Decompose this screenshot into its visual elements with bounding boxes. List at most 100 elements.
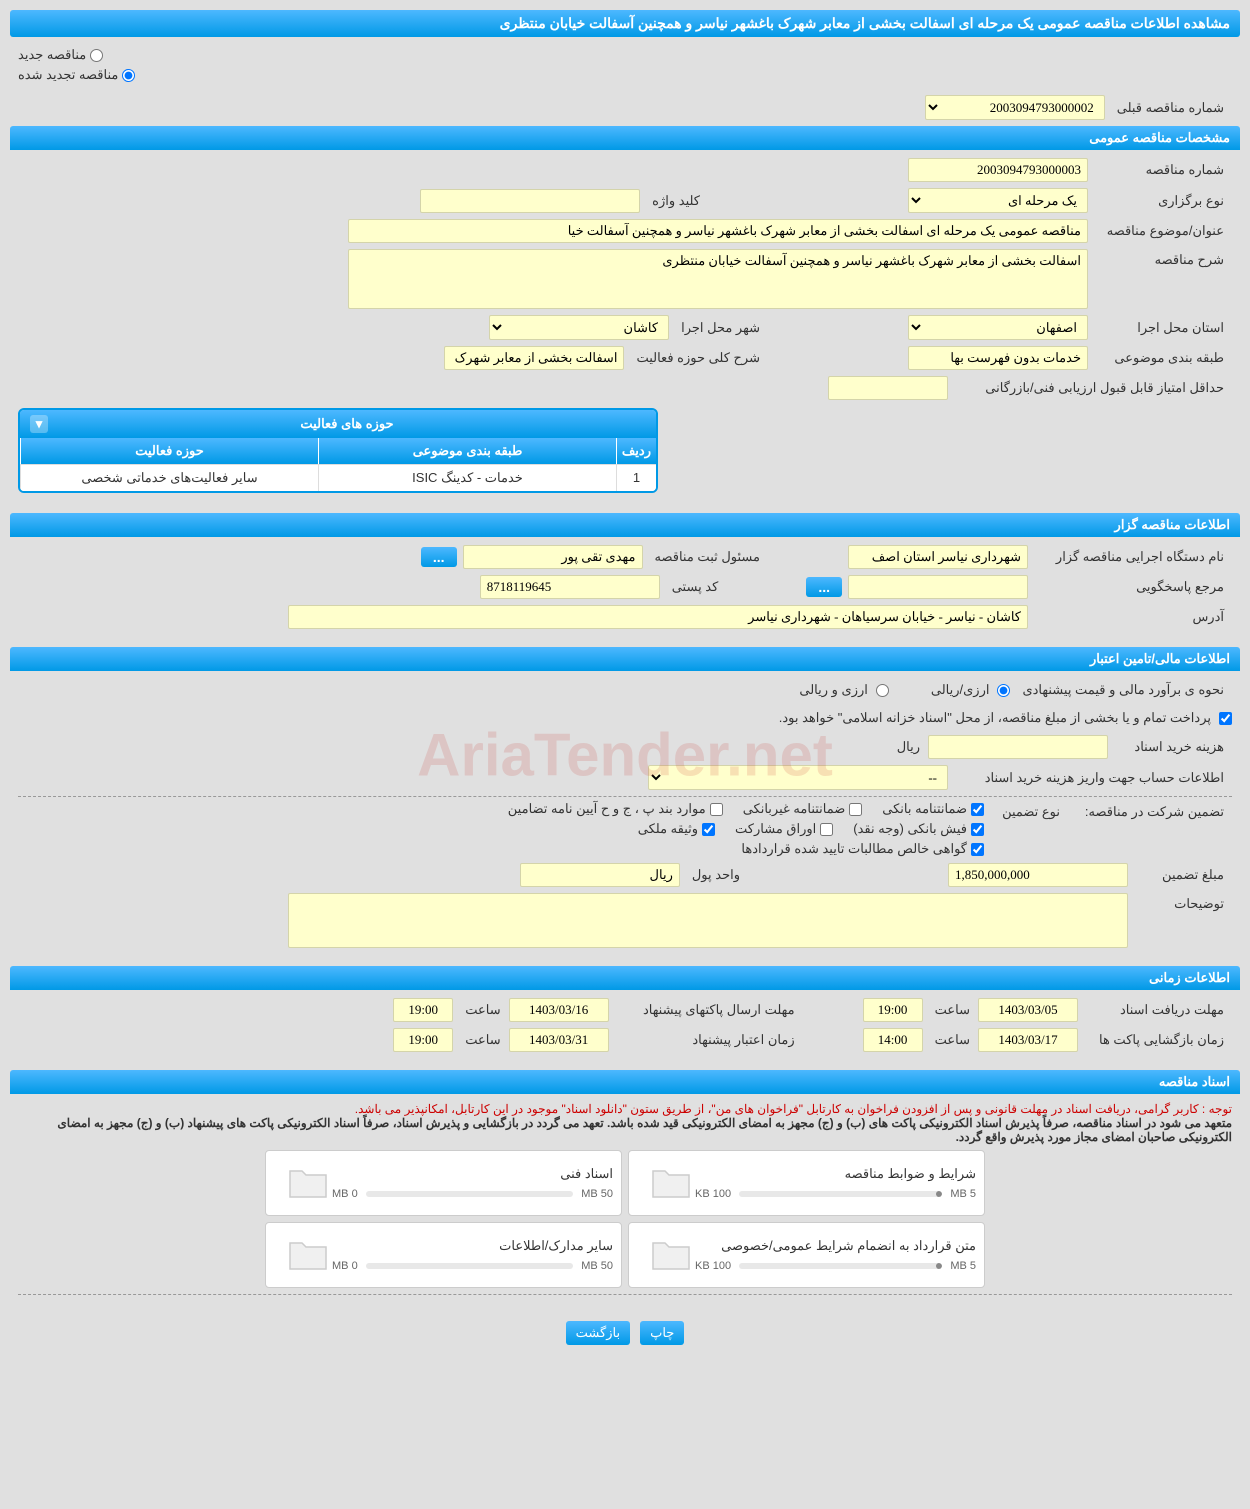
chk-confirmed[interactable]: [971, 843, 984, 856]
open-date[interactable]: [978, 1028, 1078, 1052]
doc-card[interactable]: سایر مدارک/اطلاعات 50 MB 0 MB: [265, 1222, 622, 1288]
send-label: مهلت ارسال پاکتهای پیشنهاد: [613, 999, 803, 1021]
keyword-input[interactable]: [420, 189, 640, 213]
doc-card[interactable]: متن قرارداد به انضمام شرایط عمومی/خصوصی …: [628, 1222, 985, 1288]
exec-input[interactable]: [848, 545, 1028, 569]
tender-status-radios: مناقصه جدید مناقصه تجدید شده: [10, 39, 1240, 95]
address-label: آدرس: [1032, 606, 1232, 628]
docs-notice-2: متعهد می شود در اسناد مناقصه، صرفاً پذیر…: [18, 1116, 1232, 1144]
section-general-header: مشخصات مناقصه عمومی: [10, 126, 1240, 150]
postal-input[interactable]: [480, 575, 660, 599]
validity-time[interactable]: [393, 1028, 453, 1052]
currency-input[interactable]: [520, 863, 680, 887]
doc-cost-input[interactable]: [928, 735, 1108, 759]
tender-no-label: شماره مناقصه: [1092, 159, 1232, 181]
chk-bank-g[interactable]: [971, 803, 984, 816]
amount-label: مبلغ تضمین: [1132, 864, 1232, 886]
treasury-checkbox[interactable]: [1219, 712, 1232, 725]
activity-scope-input[interactable]: [444, 346, 624, 370]
doc-cost-label: هزینه خرید اسناد: [1112, 736, 1232, 758]
address-input[interactable]: [288, 605, 1028, 629]
doc-max: 5 MB: [950, 1188, 976, 1200]
prev-number-select[interactable]: 2003094793000002: [925, 95, 1105, 120]
radio-new-label: مناقصه جدید: [18, 47, 86, 63]
main-container: مشاهده اطلاعات مناقصه عمومی یک مرحله ای …: [10, 10, 1240, 1359]
validity-date[interactable]: [509, 1028, 609, 1052]
doc-grid: شرایط و ضوابط مناقصه 5 MB 100 KB اسناد ف…: [265, 1150, 985, 1288]
currency-label: واحد پول: [684, 864, 748, 886]
est-opt1: ارزی/ریالی: [923, 679, 998, 701]
chk-nonbank-g[interactable]: [849, 803, 862, 816]
folder-icon: [647, 1231, 695, 1279]
radio-renewed[interactable]: [122, 69, 135, 82]
title-input[interactable]: [348, 219, 1088, 243]
open-label: زمان بازگشایی پاکت ها: [1082, 1029, 1232, 1051]
chk-clause[interactable]: [710, 803, 723, 816]
chk-securities[interactable]: [820, 823, 833, 836]
activity-table-title: حوزه های فعالیت: [48, 416, 646, 432]
divider: [18, 1294, 1232, 1295]
chk-bank-slip[interactable]: [971, 823, 984, 836]
doc-cost-unit: ریال: [889, 736, 928, 758]
guarantee-type-label: نوع تضمین: [988, 801, 1068, 823]
th-class: طبقه بندی موضوعی: [318, 438, 616, 464]
radio-new[interactable]: [90, 49, 103, 62]
doc-used: 100 KB: [695, 1188, 731, 1200]
prev-number-label: شماره مناقصه قبلی: [1109, 97, 1232, 119]
reg-person-input[interactable]: [463, 545, 643, 569]
amount-input[interactable]: [948, 863, 1128, 887]
print-button[interactable]: چاپ: [640, 1321, 684, 1345]
activity-scope-label: شرح کلی حوزه فعالیت: [628, 347, 768, 369]
back-button[interactable]: بازگشت: [566, 1321, 630, 1345]
send-date[interactable]: [509, 998, 609, 1022]
doc-card[interactable]: اسناد فنی 50 MB 0 MB: [265, 1150, 622, 1216]
province-select[interactable]: اصفهان: [908, 315, 1088, 340]
doc-used: 0 MB: [332, 1260, 358, 1272]
est-radio-2[interactable]: [876, 684, 889, 697]
est-radio-1[interactable]: [997, 684, 1010, 697]
open-time[interactable]: [863, 1028, 923, 1052]
min-score-input[interactable]: [828, 376, 948, 400]
subject-class-label: طبقه بندی موضوعی: [1092, 347, 1232, 369]
section-org-header: اطلاعات مناقصه گزار: [10, 513, 1240, 537]
min-score-label: حداقل امتیاز قابل قبول ارزیابی فنی/بازرگ…: [952, 377, 1232, 399]
td-class: خدمات - کدینگ ISIC: [318, 464, 616, 491]
exec-label: نام دستگاه اجرایی مناقصه گزار: [1032, 546, 1232, 568]
validity-label: زمان اعتبار پیشنهاد: [613, 1029, 803, 1051]
title-label: عنوان/موضوع مناقصه: [1092, 220, 1232, 242]
doc-card[interactable]: شرایط و ضوابط مناقصه 5 MB 100 KB: [628, 1150, 985, 1216]
desc-textarea[interactable]: [348, 249, 1088, 309]
page-title: مشاهده اطلاعات مناقصه عمومی یک مرحله ای …: [10, 10, 1240, 37]
desc-label: شرح مناقصه: [1092, 249, 1232, 271]
notes-label: توضیحات: [1132, 893, 1232, 915]
doc-title: متن قرارداد به انضمام شرایط عمومی/خصوصی: [695, 1238, 976, 1254]
account-select[interactable]: --: [648, 765, 948, 790]
est-opt2: ارزی و ریالی: [791, 679, 876, 701]
contact-input[interactable]: [848, 575, 1028, 599]
contact-lookup-button[interactable]: ...: [806, 577, 842, 597]
th-field: حوزه فعالیت: [20, 438, 318, 464]
doc-title: سایر مدارک/اطلاعات: [332, 1238, 613, 1254]
collapse-icon[interactable]: ▾: [30, 415, 48, 433]
doc-max: 5 MB: [950, 1260, 976, 1272]
treasury-note: پرداخت تمام و یا بخشی از مبلغ مناقصه، از…: [771, 707, 1219, 729]
type-select[interactable]: یک مرحله ای: [908, 188, 1088, 213]
reg-person-lookup-button[interactable]: ...: [421, 547, 457, 567]
send-time[interactable]: [393, 998, 453, 1022]
province-label: استان محل اجرا: [1092, 317, 1232, 339]
folder-icon: [284, 1231, 332, 1279]
validity-time-label: ساعت: [457, 1029, 508, 1051]
send-time-label: ساعت: [457, 999, 508, 1021]
receive-date[interactable]: [978, 998, 1078, 1022]
section-timing-header: اطلاعات زمانی: [10, 966, 1240, 990]
subject-class-input[interactable]: [908, 346, 1088, 370]
folder-icon: [647, 1159, 695, 1207]
city-select[interactable]: کاشان: [489, 315, 669, 340]
chk-deed[interactable]: [702, 823, 715, 836]
notes-textarea[interactable]: [288, 893, 1128, 948]
doc-used: 100 KB: [695, 1260, 731, 1272]
activity-table: حوزه های فعالیت ▾ ردیف طبقه بندی موضوعی …: [18, 408, 658, 493]
divider: [18, 796, 1232, 797]
tender-no-input[interactable]: [908, 158, 1088, 182]
receive-time[interactable]: [863, 998, 923, 1022]
